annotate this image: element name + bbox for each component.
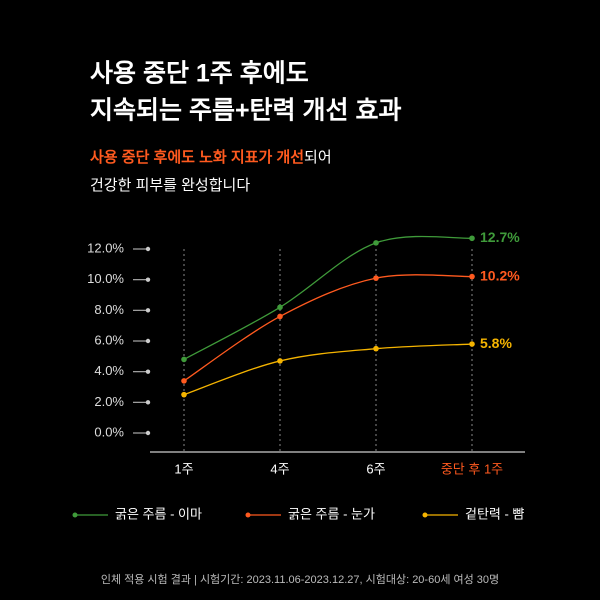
value-label: 10.2% — [480, 267, 520, 283]
y-tick-dot — [145, 277, 151, 282]
y-tick-label: 10.0% — [87, 271, 124, 286]
data-point — [373, 345, 379, 352]
data-point — [277, 313, 283, 320]
data-point — [181, 356, 187, 363]
title-line: 사용 중단 1주 후에도 — [90, 60, 309, 88]
y-tick-label: 6.0% — [94, 332, 124, 347]
subtitle: 사용 중단 후에도 노화 지표가 개선되어 — [90, 148, 332, 166]
subtitle-rest: 되어 — [304, 149, 332, 166]
y-tick-dot — [145, 308, 151, 313]
title-line: 지속되는 주름+탄력 개선 효과 — [90, 97, 401, 125]
subtitle-highlight: 사용 중단 후에도 노화 지표가 개선 — [90, 148, 304, 166]
legend-label: 겉탄력 - 뺨 — [465, 506, 524, 521]
data-point — [277, 358, 283, 364]
value-label: 5.8% — [480, 335, 512, 351]
y-tick-dot — [145, 338, 151, 344]
y-tick-label: 12.0% — [87, 240, 124, 255]
footnote: 인체 적용 시험 결과 | 시험기간: 2023.11.06-2023.12.2… — [101, 573, 499, 586]
value-label: 12.7% — [480, 229, 520, 245]
legend-dot — [72, 512, 78, 518]
data-point — [469, 235, 475, 242]
subtitle-line: 건강한 피부를 완성합니다 — [90, 177, 250, 194]
y-tick-dot — [145, 430, 151, 436]
y-tick-label: 0.0% — [94, 424, 124, 439]
y-tick-label: 8.0% — [94, 302, 124, 317]
data-point — [469, 341, 475, 347]
y-tick-dot — [145, 246, 151, 252]
legend-dot — [245, 512, 251, 518]
x-tick-label: 4주 — [270, 461, 289, 476]
series-line — [183, 274, 473, 382]
series-line — [183, 235, 473, 360]
data-point — [469, 273, 475, 280]
data-point — [181, 378, 187, 384]
data-point — [181, 391, 187, 398]
legend-dot — [422, 512, 428, 518]
y-tick-label: 4.0% — [94, 363, 124, 378]
x-tick-label: 6주 — [366, 461, 385, 476]
data-point — [373, 240, 379, 246]
data-point — [373, 275, 379, 281]
y-tick-dot — [145, 369, 151, 374]
x-tick-label: 중단 후 1주 — [441, 461, 503, 476]
legend-label: 굵은 주름 - 이마 — [115, 506, 202, 521]
y-tick-dot — [145, 400, 151, 405]
x-tick-label: 1주 — [174, 461, 193, 476]
legend-label: 굵은 주름 - 눈가 — [288, 506, 375, 521]
data-point — [277, 304, 283, 311]
series-line — [183, 343, 473, 396]
y-tick-label: 2.0% — [94, 394, 124, 409]
